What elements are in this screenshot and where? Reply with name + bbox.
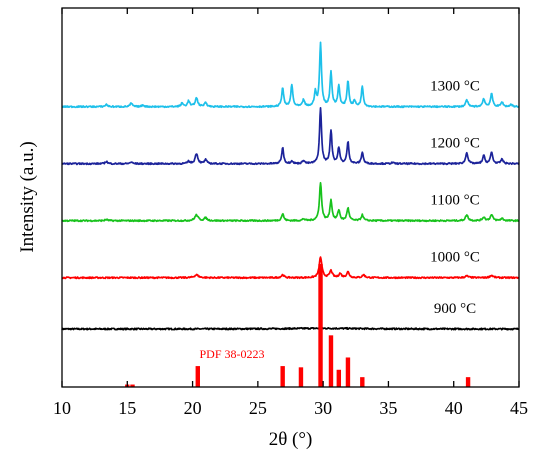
- reference-stick: [328, 335, 334, 387]
- series-line-900c: [61, 326, 520, 331]
- x-axis-label: 2θ (°): [269, 429, 313, 450]
- x-tick-label: 15: [118, 398, 136, 418]
- reference-sticks-layer: [125, 264, 471, 387]
- reference-stick: [336, 369, 342, 387]
- plot-area-background: [62, 8, 519, 387]
- x-tick-label: 30: [314, 398, 332, 418]
- series-label-1100c: 1100 °C: [430, 193, 479, 209]
- series-layer: [61, 41, 520, 331]
- series-line-1200c: [61, 106, 520, 166]
- reference-stick: [280, 366, 285, 387]
- reference-stick: [465, 377, 471, 387]
- x-tick-label: 10: [53, 398, 71, 418]
- reference-pattern-label: PDF 38-0223: [199, 347, 264, 361]
- series-labels-layer: 900 °C 1000 °C 1100 °C 1200 °C 1300 °C PDF 38…: [199, 79, 479, 361]
- series-line-1100c: [61, 181, 520, 223]
- x-axis-ticks: 10 15 20 25 30 35 40 45: [53, 8, 528, 418]
- reference-stick: [298, 367, 304, 387]
- x-tick-label: 35: [379, 398, 397, 418]
- series-label-1300c: 1300 °C: [430, 79, 480, 95]
- x-tick-label: 45: [510, 398, 528, 418]
- x-tick-label: 40: [445, 398, 463, 418]
- reference-stick: [360, 377, 365, 387]
- series-label-1000c: 1000 °C: [430, 250, 480, 266]
- series-label-1200c: 1200 °C: [430, 136, 480, 152]
- series-line-1300c: [61, 41, 520, 109]
- reference-stick: [130, 384, 135, 387]
- y-axis-label: Intensity (a.u.): [17, 141, 38, 252]
- reference-stick: [195, 366, 200, 387]
- x-tick-label: 20: [184, 398, 202, 418]
- reference-stick: [345, 357, 351, 387]
- series-label-900c: 900 °C: [434, 301, 476, 317]
- plot-frame: [61, 7, 520, 388]
- x-tick-label: 25: [249, 398, 267, 418]
- series-line-1000c: [61, 256, 520, 280]
- reference-stick: [318, 264, 323, 387]
